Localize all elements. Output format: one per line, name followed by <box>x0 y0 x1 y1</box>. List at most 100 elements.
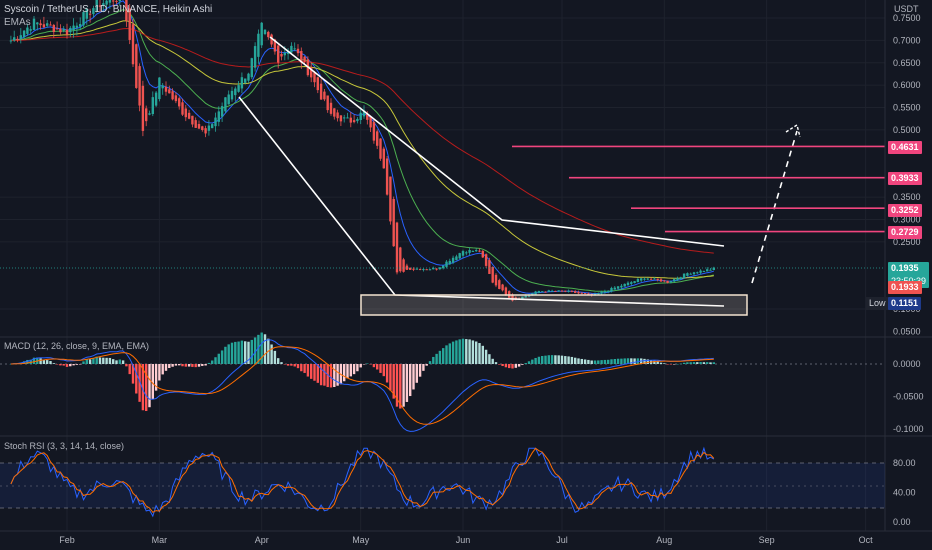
candle-body <box>187 112 191 119</box>
macd-histogram-bar <box>580 358 583 364</box>
candle-body <box>95 0 98 12</box>
macd-histogram-bar <box>211 360 214 364</box>
wedge-drawing[interactable] <box>238 36 801 316</box>
macd-histogram-bar <box>22 361 26 364</box>
macd-histogram-bar <box>607 359 610 364</box>
time-tick-label: Sep <box>759 535 775 545</box>
candle-body <box>448 260 451 265</box>
macd-histogram-bar <box>692 362 696 364</box>
candle-body <box>267 31 270 38</box>
wedge-lower-line[interactable] <box>238 96 725 307</box>
candle-body <box>224 97 227 112</box>
candle-body <box>39 23 42 26</box>
candle-body <box>250 58 253 78</box>
candle-body <box>191 115 194 125</box>
candle-body <box>92 8 95 15</box>
macd-histogram-bar <box>164 364 168 371</box>
candle-body <box>343 117 346 119</box>
candle-body <box>498 280 501 289</box>
macd-histogram-bar <box>663 363 666 364</box>
macd-histogram-bar <box>593 360 597 364</box>
macd-histogram-bar <box>643 358 646 364</box>
candle-body <box>616 286 620 289</box>
candle-body <box>85 8 88 19</box>
level-tag-1: 0.4631 <box>888 141 922 154</box>
candle-body <box>346 117 349 119</box>
grid-lines <box>0 0 885 531</box>
candle-body <box>382 148 385 169</box>
ema-overlay-label[interactable]: EMAs <box>4 17 31 28</box>
candle-body <box>709 269 712 271</box>
candle-body <box>112 0 115 2</box>
macd-histogram-bar <box>418 364 422 377</box>
candle-body <box>336 112 339 119</box>
time-axis[interactable]: Feb Mar Apr May Jun Jul Aug Sep Oct <box>59 535 873 545</box>
macd-histogram-bar <box>303 364 306 373</box>
macd-axis[interactable]: 0.0500 0.0000 -0.0500 -0.1000 <box>893 327 924 435</box>
candle-body <box>280 54 283 57</box>
price-tick-label: 0.7000 <box>893 35 921 45</box>
macd-histogram-bar <box>458 339 461 364</box>
candle-body <box>244 78 247 83</box>
macd-histogram-bar <box>323 364 326 386</box>
candle-body <box>105 0 108 5</box>
wedge-upper-line[interactable] <box>269 36 725 247</box>
low-label: Low <box>866 297 889 310</box>
candle-body <box>405 265 409 270</box>
macd-label[interactable]: MACD (12, 26, close, 9, EMA, EMA) <box>4 341 150 351</box>
candle-body <box>402 259 405 272</box>
macd-histogram-bar <box>171 364 174 367</box>
candle-body <box>29 29 32 31</box>
symbol-title[interactable]: Syscoin / TetherUS, 1D, BINANCE, Heikin … <box>4 4 213 15</box>
stoch-k-line <box>10 446 715 518</box>
candle-body <box>673 279 676 282</box>
ema-100-line <box>10 27 714 254</box>
candle-body <box>610 287 613 292</box>
candle-body <box>455 256 458 261</box>
candle-body <box>425 269 428 271</box>
macd-histogram-bar <box>362 364 366 365</box>
candle-body <box>392 198 395 247</box>
macd-histogram-bar <box>316 364 319 383</box>
macd-histogram-bar <box>356 364 359 372</box>
macd-histogram-bar <box>115 360 118 364</box>
candle-body <box>82 12 85 26</box>
macd-histogram-bar <box>567 356 570 364</box>
macd-histogram-bar <box>244 341 247 364</box>
target-levels[interactable] <box>512 145 885 233</box>
candle-body <box>352 120 356 123</box>
macd-histogram-bar <box>240 340 244 364</box>
macd-histogram-bar <box>102 357 105 364</box>
macd-histogram-bar <box>191 364 194 367</box>
stoch-axis[interactable]: 80.00 40.00 0.00 <box>893 458 916 527</box>
candle-body <box>62 28 65 31</box>
macd-histogram-bar <box>69 364 72 367</box>
macd-histogram-bar <box>669 364 673 365</box>
macd-histogram-bar <box>220 350 224 364</box>
macd-histogram-bar <box>673 364 676 365</box>
macd-histogram-bar <box>455 340 458 364</box>
macd-histogram-bar <box>197 364 201 367</box>
candle-body <box>369 116 372 128</box>
projection-dashed-arrow[interactable] <box>751 130 798 284</box>
candle-body <box>574 291 577 293</box>
macd-histogram-bar <box>75 364 79 365</box>
candle-body <box>49 24 52 26</box>
candle-body <box>118 0 121 2</box>
time-tick-label: Apr <box>255 535 269 545</box>
macd-histogram-bar <box>504 364 508 368</box>
support-box[interactable] <box>360 294 748 316</box>
candle-body <box>643 278 646 280</box>
macd-histogram-bar <box>415 364 418 383</box>
macd-histogram-bar <box>352 364 356 375</box>
macd-histogram-bar <box>524 363 527 364</box>
candle-body <box>79 24 82 27</box>
stoch-label[interactable]: Stoch RSI (3, 3, 14, 14, close) <box>4 441 125 451</box>
candle-body <box>154 92 158 106</box>
macd-tick-label: 0.0000 <box>893 359 921 369</box>
macd-histogram-bar <box>442 348 445 364</box>
macd-histogram-bar <box>653 360 656 364</box>
candle-body <box>438 267 442 270</box>
macd-histogram-bar <box>498 364 501 365</box>
